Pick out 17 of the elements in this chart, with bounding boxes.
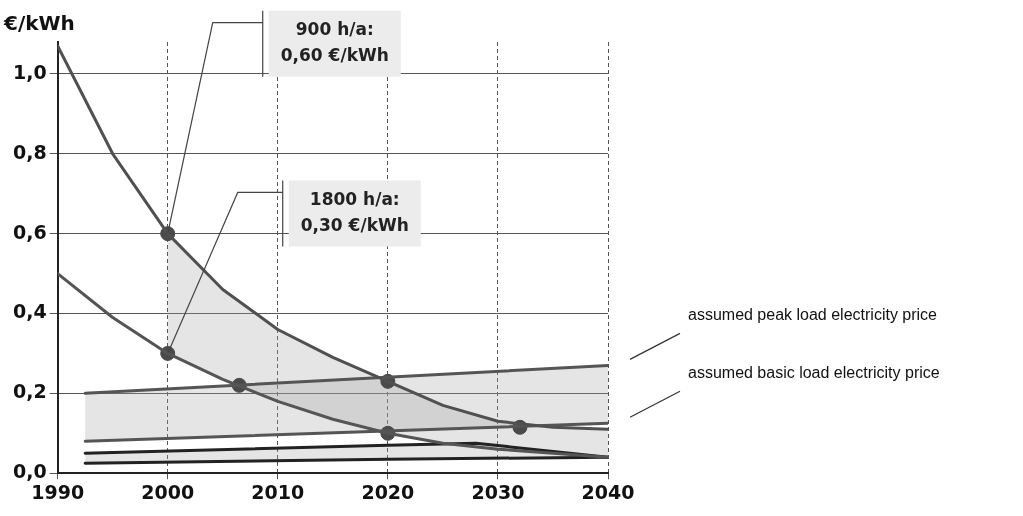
- annotation: 1800 h/a: 0,30 €/kWh: [300, 188, 409, 235]
- x-tick-label: 2010: [251, 480, 305, 503]
- text: assumed peak load electricity price: [688, 305, 938, 323]
- text: assumed basic load electricity price: [688, 363, 940, 381]
- y-tick-label: 1,0: [12, 60, 47, 83]
- y-tick-label: 0,8: [12, 140, 47, 163]
- y-tick-label: 0,2: [12, 380, 47, 403]
- x-tick-label: 2020: [361, 480, 415, 503]
- x-tick-label: 1990: [31, 480, 85, 503]
- x-tick-label: 2030: [471, 480, 525, 503]
- y-tick-label: 0,4: [12, 300, 47, 323]
- y-tick-label: 0,0: [12, 460, 47, 483]
- annotation: 900 h/a: 0,60 €/kWh: [280, 19, 389, 66]
- x-tick-label: 2000: [141, 480, 195, 503]
- y-tick-label: 0,6: [12, 220, 47, 243]
- x-tick-label: 2040: [581, 480, 635, 503]
- y-axis-title: €/kWh: [3, 11, 75, 35]
